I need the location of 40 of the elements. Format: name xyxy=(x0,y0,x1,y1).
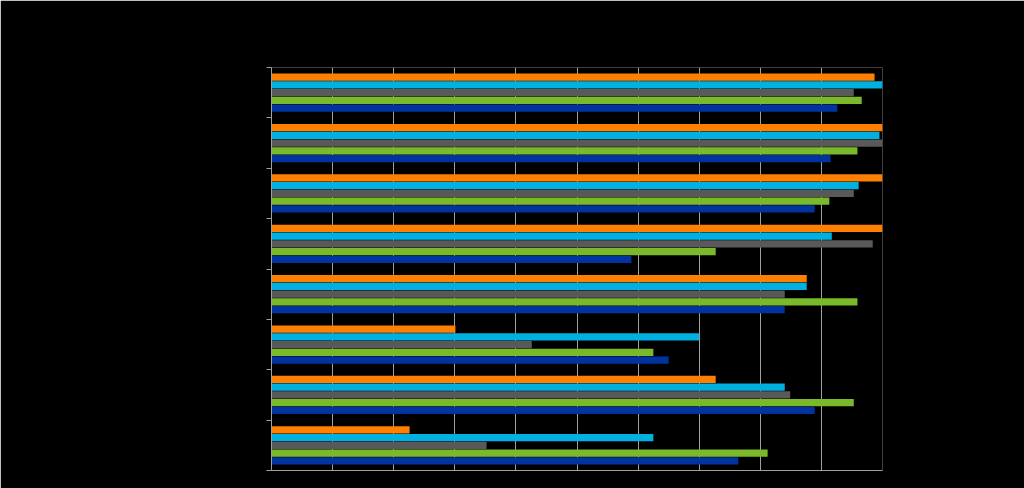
bar xyxy=(271,306,785,314)
bar xyxy=(271,399,854,407)
bar xyxy=(271,247,716,256)
bar xyxy=(271,383,785,391)
bar xyxy=(271,182,859,190)
bar xyxy=(271,96,862,105)
bar xyxy=(271,232,832,240)
bar xyxy=(271,340,532,349)
bar xyxy=(271,333,700,341)
bar xyxy=(271,139,883,147)
bar xyxy=(271,154,831,163)
bar xyxy=(271,433,654,442)
bar xyxy=(271,348,654,356)
bar xyxy=(271,298,858,306)
bar xyxy=(271,356,669,364)
bar xyxy=(271,240,873,248)
bar xyxy=(271,426,410,434)
bar xyxy=(271,123,883,132)
bar xyxy=(271,104,838,112)
bar xyxy=(271,224,883,232)
bar xyxy=(271,197,830,205)
bar xyxy=(271,275,807,283)
bar xyxy=(271,325,456,333)
bar xyxy=(271,147,858,155)
bar xyxy=(271,189,854,198)
bar xyxy=(271,391,791,399)
bar xyxy=(271,255,632,263)
bar xyxy=(271,205,815,213)
bar xyxy=(271,89,854,97)
bar xyxy=(271,131,880,139)
bar xyxy=(271,441,487,449)
bar xyxy=(271,73,875,81)
bar xyxy=(271,457,739,465)
bar xyxy=(271,290,785,298)
bar xyxy=(271,81,883,89)
bar xyxy=(271,449,768,457)
bar xyxy=(271,406,815,415)
bar xyxy=(271,282,807,291)
bar xyxy=(271,375,716,384)
bar xyxy=(271,174,883,182)
